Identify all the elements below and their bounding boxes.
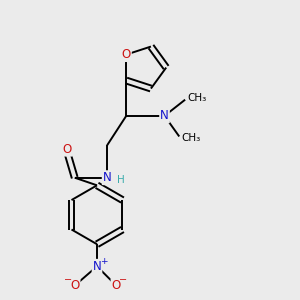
Text: N: N [93, 260, 101, 273]
Text: O: O [122, 48, 131, 61]
Text: −: − [64, 274, 73, 285]
Text: O: O [63, 142, 72, 156]
Text: +: + [100, 256, 107, 266]
Text: O: O [70, 279, 80, 292]
Text: O: O [112, 279, 121, 292]
Text: CH₃: CH₃ [187, 93, 206, 103]
Text: N: N [103, 171, 112, 184]
Text: CH₃: CH₃ [181, 133, 201, 143]
Text: N: N [160, 110, 169, 122]
Text: H: H [117, 175, 125, 185]
Text: −: − [118, 274, 127, 285]
